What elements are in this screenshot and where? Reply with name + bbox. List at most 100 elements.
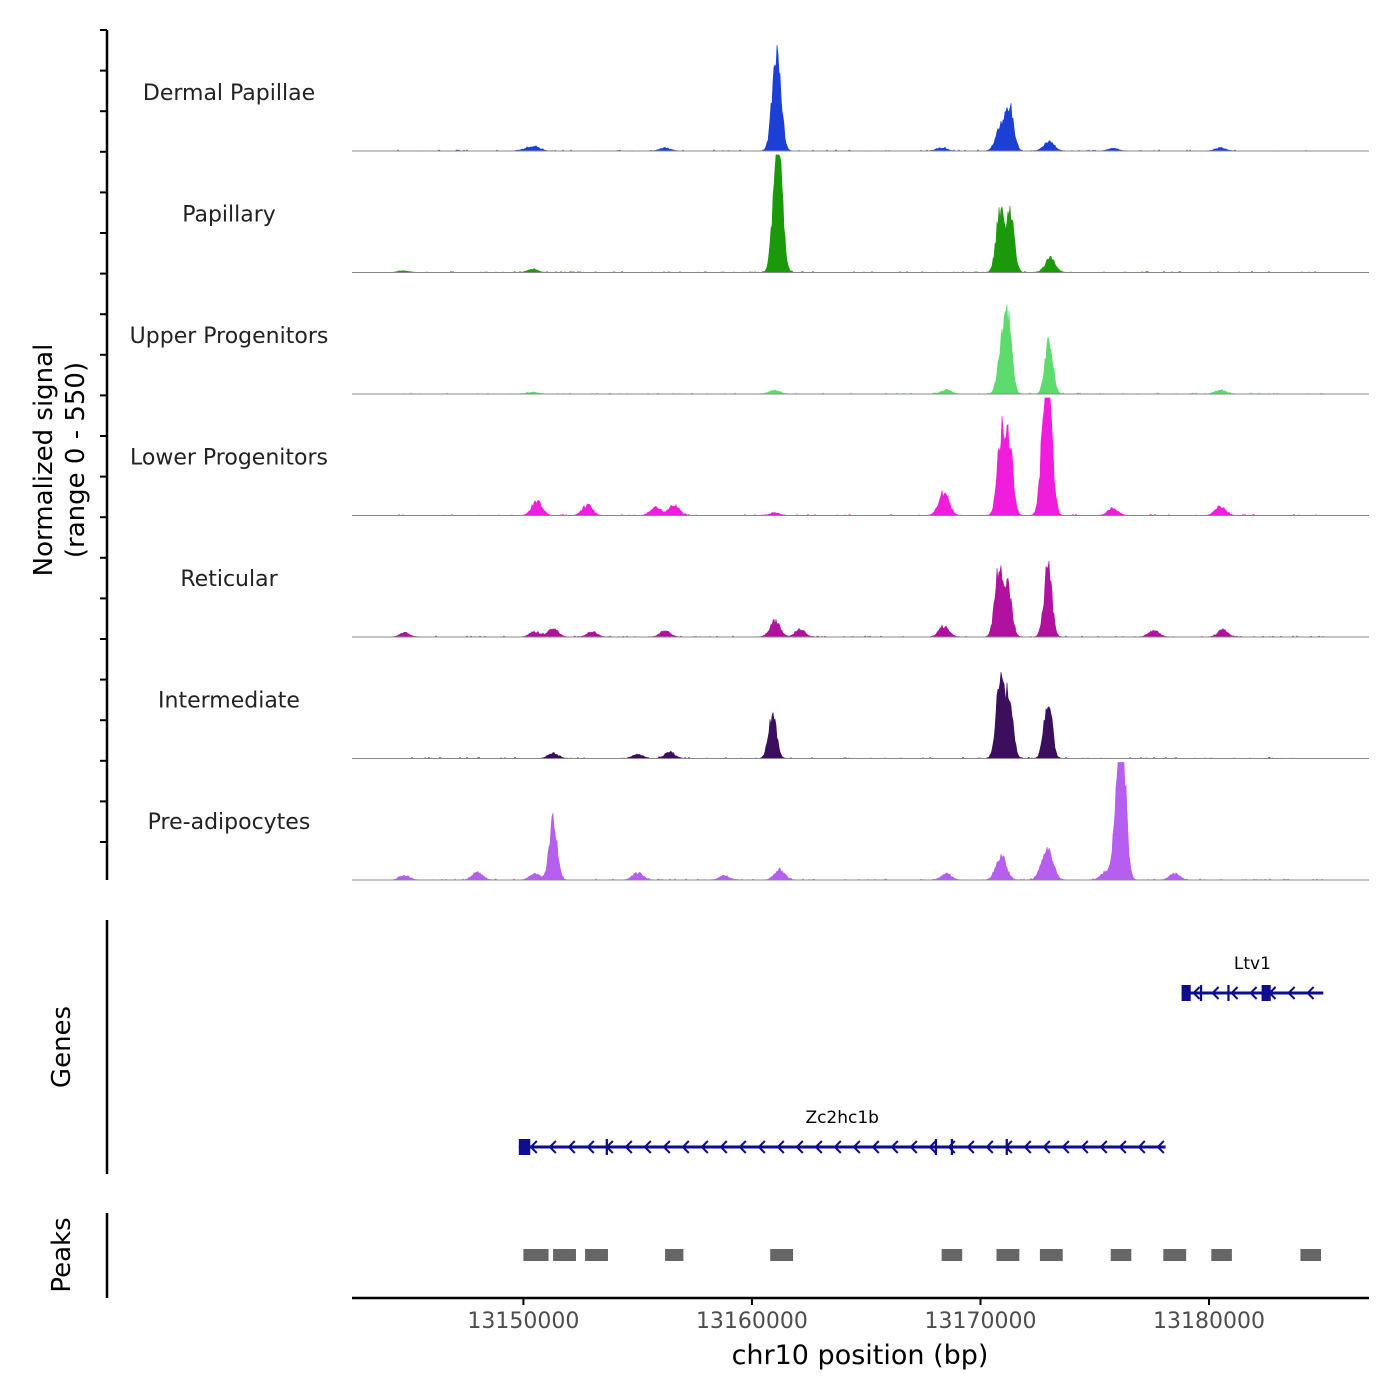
peaks-panel-label: Peaks — [47, 1217, 77, 1292]
coverage-tracks: Dermal Papillae Papillary Upper Progenitor… — [130, 45, 1369, 881]
strand-arrow — [871, 1140, 880, 1154]
peak-region — [1211, 1249, 1232, 1261]
peak-region — [1110, 1249, 1132, 1261]
x-tick-label: 13180000 — [1153, 1309, 1265, 1334]
strand-arrow — [890, 1140, 899, 1154]
strand-arrow — [1249, 986, 1258, 1000]
strand-arrow — [1080, 1140, 1089, 1154]
exon — [1005, 1139, 1008, 1155]
track-label: Reticular — [180, 567, 278, 592]
signal-y-ticks — [100, 29, 107, 843]
peak-region — [941, 1249, 963, 1261]
strand-arrow — [1192, 986, 1201, 1000]
exon — [950, 1139, 954, 1155]
strand-arrow — [1118, 1140, 1127, 1154]
strand-arrow — [985, 1140, 994, 1154]
track-label: Papillary — [182, 203, 276, 228]
coverage-area — [352, 154, 1369, 273]
strand-arrow — [1099, 1140, 1108, 1154]
strand-arrow — [795, 1140, 804, 1154]
strand-arrow — [1042, 1140, 1051, 1154]
gene-ltv1: Ltv1 — [1181, 954, 1324, 1001]
x-tick-label: 13150000 — [467, 1309, 579, 1334]
strand-arrow — [567, 1140, 576, 1154]
strand-arrow — [1230, 986, 1239, 1000]
peak-region — [665, 1249, 684, 1261]
exon — [605, 1139, 608, 1155]
strand-arrow — [776, 1140, 785, 1154]
track-dermal-papillae: Dermal Papillae — [143, 45, 1369, 152]
strand-arrow — [681, 1140, 690, 1154]
exon — [1199, 985, 1203, 1001]
strand-arrow — [1287, 986, 1296, 1000]
exon — [1261, 985, 1271, 1001]
track-label: Lower Progenitors — [130, 446, 328, 471]
strand-arrow — [624, 1140, 633, 1154]
peak-region — [1039, 1249, 1063, 1261]
strand-arrow — [738, 1140, 747, 1154]
peaks-panel: Peaks — [47, 1213, 1322, 1298]
strand-arrow — [909, 1140, 918, 1154]
coverage-area — [352, 304, 1369, 395]
exon — [518, 1139, 531, 1155]
strand-arrow — [1023, 1140, 1032, 1154]
strand-arrow — [529, 1140, 538, 1154]
track-reticular: Reticular — [180, 560, 1369, 638]
track-label: Pre-adipocytes — [148, 810, 311, 835]
exon — [1181, 985, 1191, 1001]
peak-region — [996, 1249, 1020, 1261]
x-axis-label: chr10 position (bp) — [732, 1340, 989, 1371]
exon — [1227, 985, 1230, 1001]
strand-arrow — [852, 1140, 861, 1154]
genes-panel-label: Genes — [47, 1006, 77, 1088]
strand-arrow — [1137, 1140, 1146, 1154]
track-label: Intermediate — [158, 689, 300, 714]
signal-ylabel-line1: Normalized signal — [29, 344, 59, 577]
peak-region — [1163, 1249, 1187, 1261]
x-tick-label: 13160000 — [696, 1309, 808, 1334]
gene-zc2hc1b: Zc2hc1b — [518, 1108, 1166, 1155]
track-lower-progenitors: Lower Progenitors — [130, 397, 1369, 516]
coverage-area — [352, 671, 1369, 759]
strand-arrow — [928, 1140, 937, 1154]
track-papillary: Papillary — [182, 154, 1369, 273]
x-axis: 13150000 13160000 13170000 13180000 chr10 p… — [352, 1296, 1369, 1371]
x-ticks: 13150000 13160000 13170000 13180000 — [467, 1298, 1265, 1334]
strand-arrow — [643, 1140, 652, 1154]
peak-regions — [523, 1249, 1322, 1261]
track-label: Upper Progenitors — [130, 324, 329, 349]
coverage-area — [352, 560, 1369, 638]
peak-region — [585, 1249, 608, 1261]
track-intermediate: Intermediate — [158, 671, 1369, 759]
gene-models: Ltv1 Zc2hc1b — [518, 954, 1324, 1155]
gene-label: Zc2hc1b — [805, 1108, 879, 1128]
exon — [934, 1139, 938, 1155]
peak-region — [770, 1249, 794, 1261]
strand-arrow — [966, 1140, 975, 1154]
strand-arrow — [662, 1140, 671, 1154]
strand-arrow — [1306, 986, 1315, 1000]
strand-arrow — [1061, 1140, 1070, 1154]
coverage-area — [352, 762, 1369, 881]
peak-region — [523, 1249, 549, 1261]
strand-arrow — [586, 1140, 595, 1154]
track-label: Dermal Papillae — [143, 81, 315, 106]
strand-arrow — [757, 1140, 766, 1154]
signal-panel: Normalized signal (range 0 - 550) Dermal… — [29, 29, 1369, 881]
coverage-area — [352, 397, 1369, 516]
signal-ylabel-line2: (range 0 - 550) — [61, 362, 91, 558]
coverage-area — [352, 45, 1369, 152]
gene-label: Ltv1 — [1234, 954, 1271, 974]
strand-arrow — [548, 1140, 557, 1154]
track-upper-progenitors: Upper Progenitors — [130, 304, 1369, 395]
peak-region — [553, 1249, 576, 1261]
track-pre-adipocytes: Pre-adipocytes — [148, 762, 1369, 881]
strand-arrow — [833, 1140, 842, 1154]
strand-arrow — [1211, 986, 1220, 1000]
strand-arrow — [814, 1140, 823, 1154]
strand-arrow — [1156, 1140, 1165, 1154]
peak-region — [1300, 1249, 1322, 1261]
x-tick-label: 13170000 — [924, 1309, 1036, 1334]
strand-arrow — [719, 1140, 728, 1154]
